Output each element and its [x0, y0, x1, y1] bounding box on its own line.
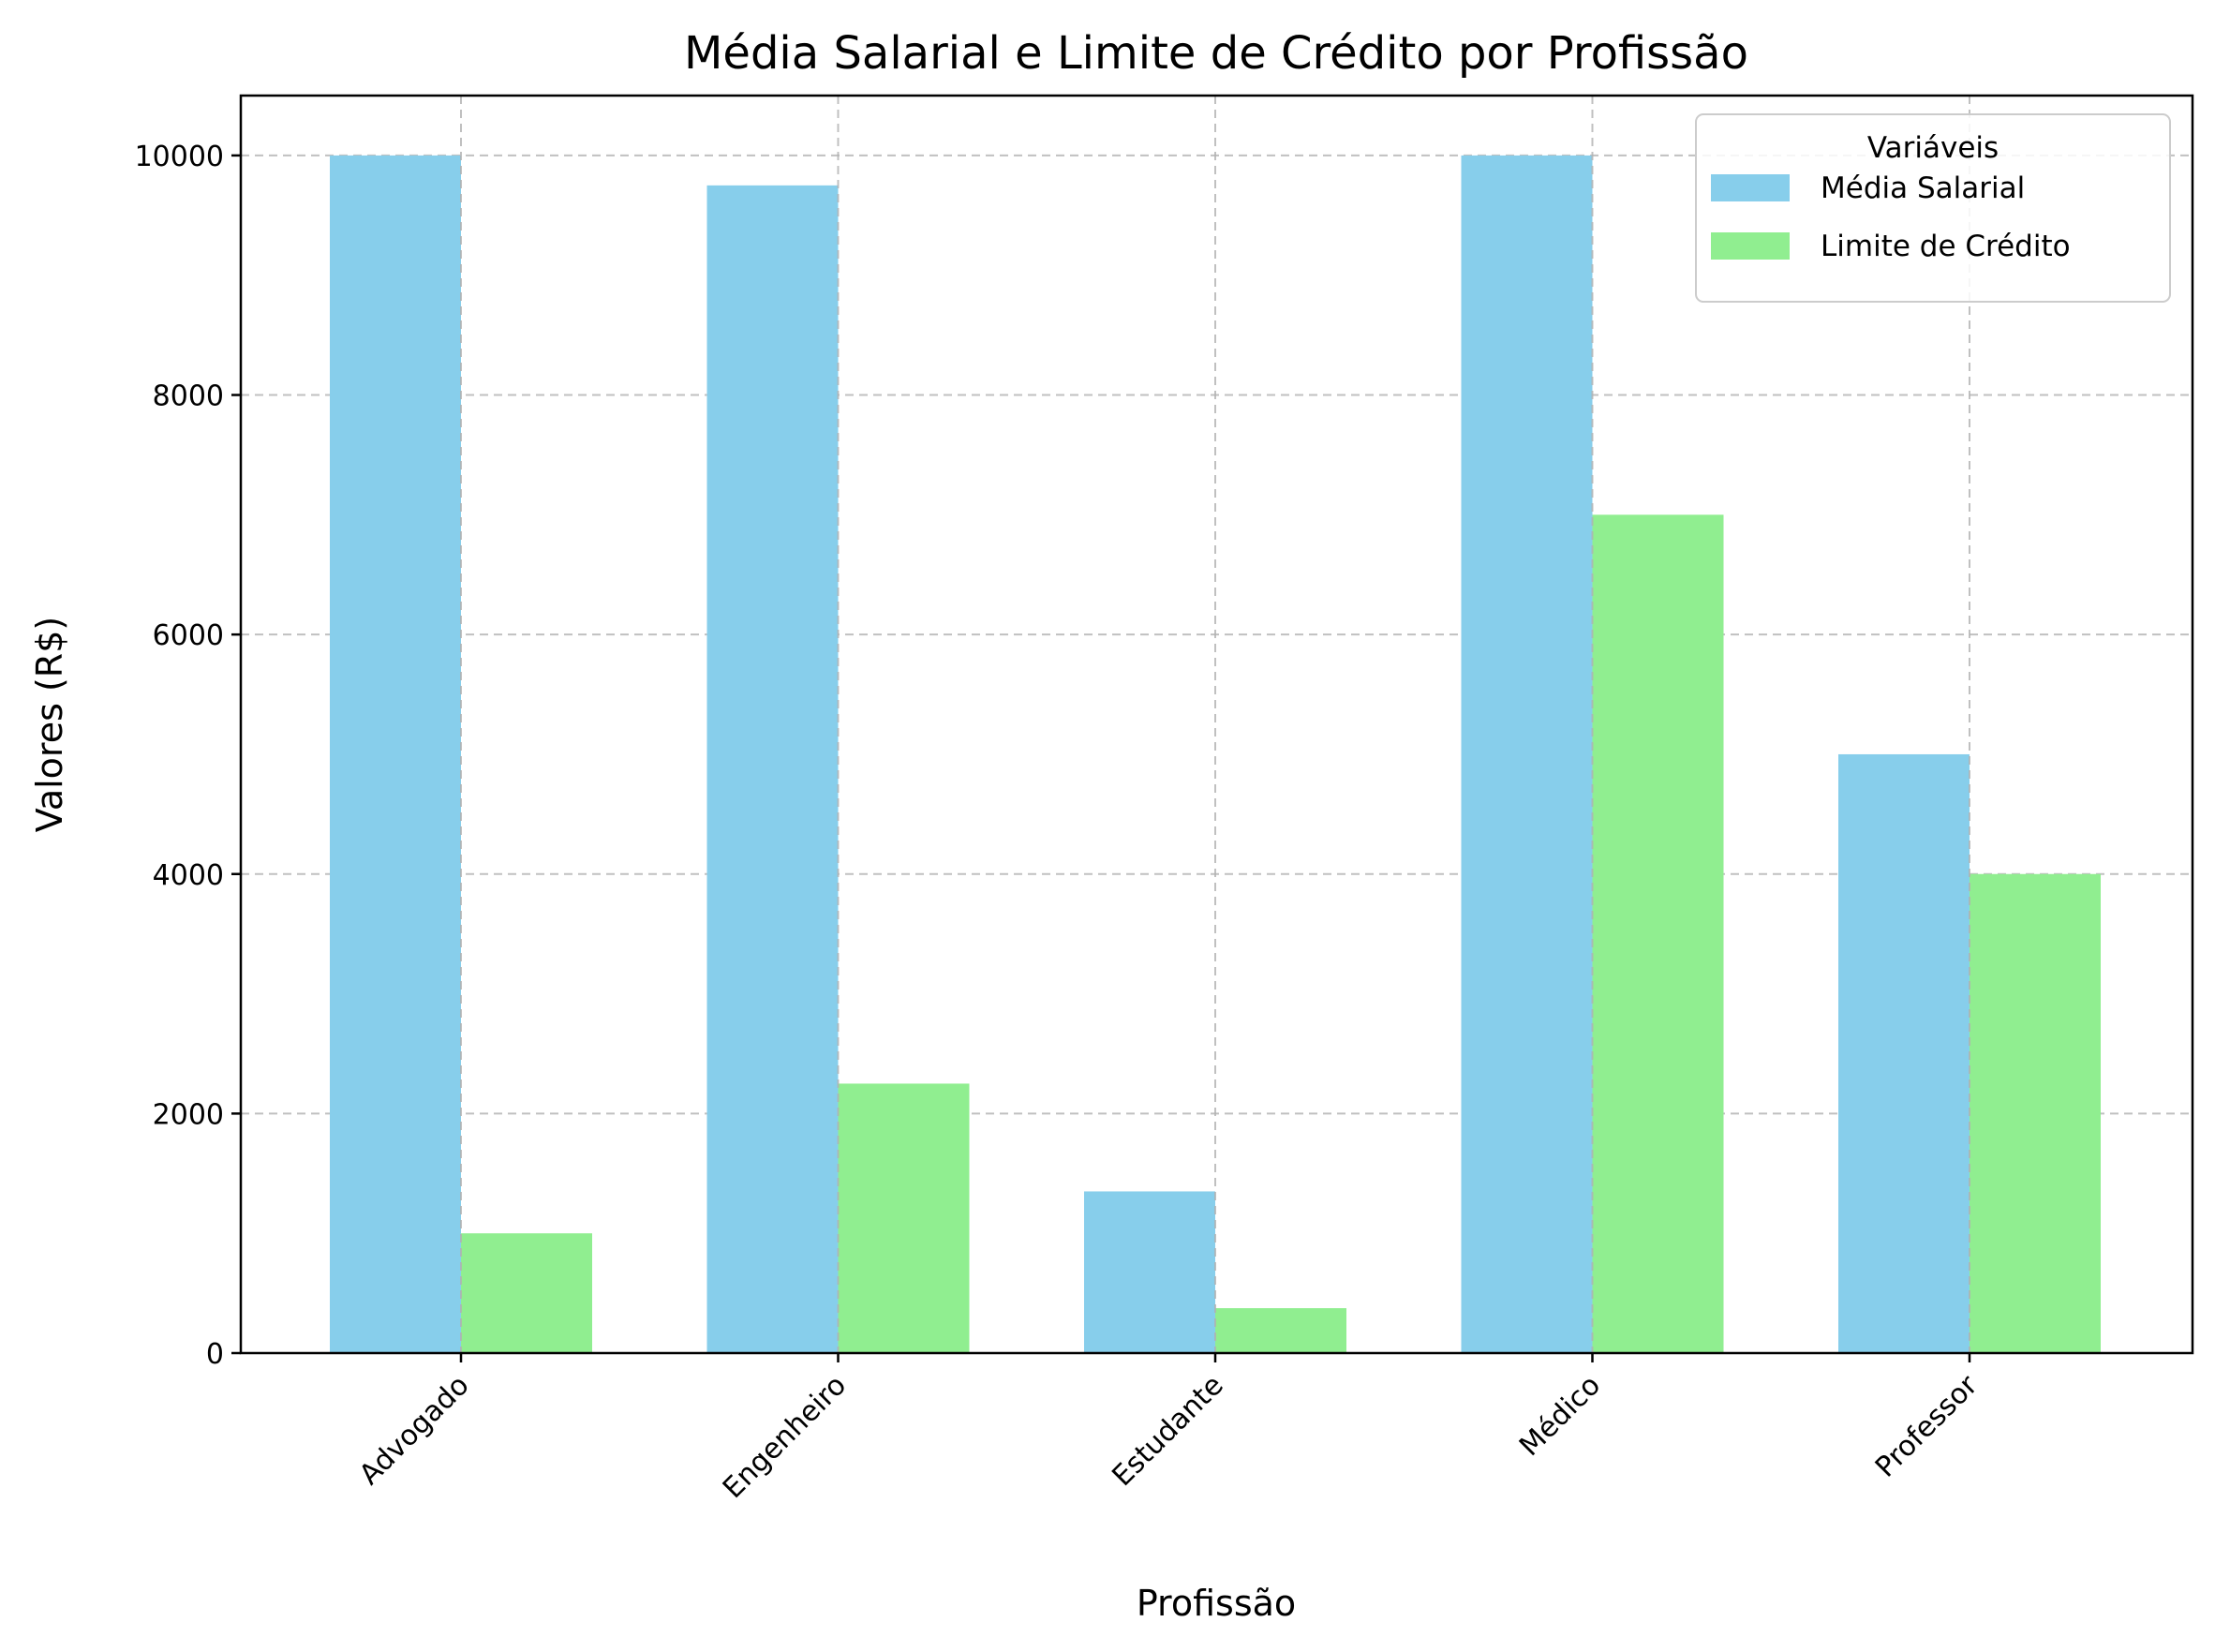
bar-media-salarial: [1084, 1191, 1215, 1353]
bar-limite-de-credito: [461, 1233, 592, 1353]
y-axis: 0 2000 4000 6000 8000 10000: [135, 141, 241, 1371]
vertical-grid: [460, 96, 1970, 1353]
y-tick-label: 2000: [153, 1098, 224, 1131]
bar-limite-de-credito: [1215, 1308, 1346, 1353]
legend-title: Variáveis: [1867, 131, 1999, 165]
legend-swatch: [1711, 232, 1790, 260]
legend-swatch: [1711, 174, 1790, 201]
legend: Variáveis Média Salarial Limite de Crédit…: [1695, 113, 2171, 303]
bar-media-salarial: [1838, 753, 1970, 1353]
y-tick-label: 0: [206, 1338, 224, 1371]
y-tick-label: 8000: [153, 380, 224, 413]
y-tick-label: 4000: [153, 859, 224, 892]
bar-limite-de-credito: [1592, 514, 1724, 1353]
x-axis-label: Profissão: [1137, 1583, 1296, 1624]
chart-title: Média Salarial e Limite de Crédito por P…: [684, 27, 1748, 80]
legend-box: [1695, 113, 2171, 303]
bar-limite-de-credito: [838, 1083, 970, 1353]
bar-media-salarial: [330, 155, 461, 1353]
legend-label: Média Salarial: [1821, 171, 2025, 205]
y-axis-label: Valores (R$): [29, 617, 70, 832]
bars: [330, 155, 2101, 1353]
y-tick-label: 6000: [153, 619, 224, 652]
bar-limite-de-credito: [1970, 873, 2101, 1353]
bar-media-salarial: [1461, 155, 1593, 1353]
bar-media-salarial: [706, 185, 839, 1353]
y-tick-label: 10000: [135, 141, 224, 173]
plot-frame: [239, 94, 2194, 1355]
legend-label: Limite de Crédito: [1821, 230, 2071, 263]
